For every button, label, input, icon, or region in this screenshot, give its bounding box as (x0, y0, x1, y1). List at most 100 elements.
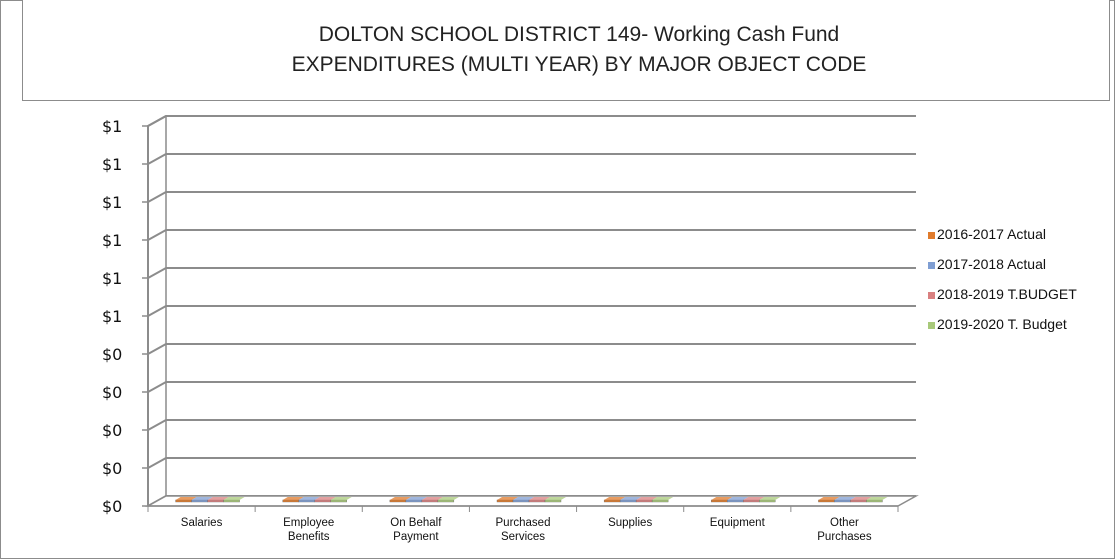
bar (191, 499, 208, 503)
bar (282, 499, 299, 503)
bar-top (497, 497, 518, 500)
gridline (147, 267, 916, 279)
bar-top (298, 497, 320, 500)
bar-top (207, 497, 229, 500)
x-tick-label: Purchases (817, 531, 872, 543)
bar-top (545, 497, 566, 500)
bar-top (175, 497, 197, 500)
chart-subtitle: EXPENDITURES (MULTI YEAR) BY MAJOR OBJEC… (291, 53, 867, 76)
bar (743, 499, 760, 503)
legend-swatch (928, 292, 935, 299)
x-tick-label: Other (830, 517, 859, 529)
bar (711, 499, 728, 503)
legend-label: 2018-2019 T.BUDGET (937, 286, 1077, 302)
legend-label: 2019-2020 T. Budget (937, 316, 1067, 332)
bar (421, 499, 439, 503)
bar-top (389, 497, 411, 500)
x-tick-label: Benefits (288, 531, 330, 543)
gridline (147, 191, 916, 203)
legend-label: 2016-2017 Actual (937, 226, 1046, 242)
bar (512, 499, 530, 503)
y-tick-label: $0 (102, 459, 122, 478)
gridline (147, 381, 916, 393)
chart-title-box: DOLTON SCHOOL DISTRICT 149- Working Cash… (22, 0, 1110, 101)
bar (405, 499, 423, 503)
legend-label: 2017-2018 Actual (937, 256, 1046, 272)
bar (651, 499, 669, 503)
bar (298, 499, 315, 503)
bar-top (652, 497, 674, 500)
y-tick-label: $0 (102, 497, 122, 516)
bar-top (620, 497, 642, 500)
bar (175, 499, 192, 503)
bar-top (513, 497, 534, 500)
gridline (147, 115, 916, 127)
legend-swatch (928, 262, 935, 269)
x-tick-label: Purchased (496, 517, 551, 529)
bar-top (636, 497, 658, 500)
bar-top (834, 497, 856, 500)
bar-top (743, 497, 765, 500)
legend-swatch (928, 232, 935, 239)
bar (619, 499, 637, 503)
bar (759, 499, 776, 503)
gridline (147, 305, 916, 317)
y-tick-label: $1 (102, 117, 122, 136)
gridline (147, 419, 916, 431)
bar (834, 499, 851, 503)
bar (635, 499, 653, 503)
gridline (147, 153, 916, 165)
bar-top (437, 497, 459, 500)
bar-top (421, 497, 443, 500)
bar (437, 499, 455, 503)
bar (866, 499, 883, 503)
y-tick-label: $1 (102, 155, 122, 174)
bar-top (759, 497, 781, 500)
bar (314, 499, 331, 503)
bar (544, 499, 562, 503)
bar-top (866, 497, 888, 500)
gridline (147, 229, 916, 241)
bar (207, 499, 224, 503)
gridline (147, 343, 916, 355)
bar-top (727, 497, 749, 500)
bar-top (223, 497, 245, 500)
y-tick-label: $1 (102, 193, 122, 212)
bar (603, 499, 621, 503)
bar-top (818, 497, 840, 500)
x-tick-label: Payment (393, 531, 439, 543)
bar-top (314, 497, 336, 500)
y-tick-label: $0 (102, 345, 122, 364)
y-tick-label: $0 (102, 421, 122, 440)
bar (389, 499, 407, 503)
y-tick-label: $1 (102, 307, 122, 326)
bar (528, 499, 546, 503)
bar-top (604, 497, 626, 500)
x-tick-label: On Behalf (390, 517, 442, 529)
bar-top (850, 497, 872, 500)
bar (727, 499, 744, 503)
x-tick-label: Supplies (608, 517, 652, 529)
chart-title: DOLTON SCHOOL DISTRICT 149- Working Cash… (318, 23, 840, 46)
x-tick-label: Salaries (181, 517, 223, 529)
bar (330, 499, 347, 503)
bar-top (282, 497, 304, 500)
legend-swatch (928, 322, 935, 329)
y-tick-label: $1 (102, 269, 122, 288)
bar (818, 499, 835, 503)
x-tick-label: Equipment (710, 517, 766, 529)
y-tick-label: $1 (102, 231, 122, 250)
bar (850, 499, 867, 503)
bar (223, 499, 240, 503)
x-tick-label: Services (501, 531, 545, 543)
y-tick-label: $0 (102, 383, 122, 402)
bar-top (191, 497, 213, 500)
gridline (147, 457, 916, 469)
bar (496, 499, 514, 503)
bar-top (405, 497, 427, 500)
x-tick-label: Employee (283, 517, 334, 529)
bar-top (711, 497, 733, 500)
bar-top (330, 497, 352, 500)
bar-top (529, 497, 550, 500)
